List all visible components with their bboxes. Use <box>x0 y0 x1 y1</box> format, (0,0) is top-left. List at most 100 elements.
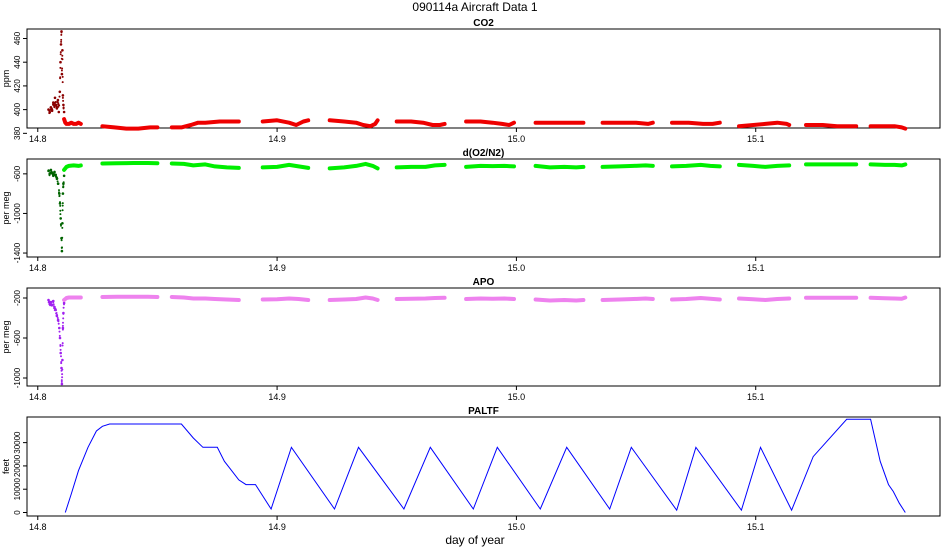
data-point <box>718 298 721 301</box>
data-point <box>72 164 75 167</box>
data-point <box>60 69 63 72</box>
data-point <box>61 324 64 327</box>
series-main <box>169 295 241 302</box>
data-point <box>156 126 159 129</box>
data-point <box>548 299 552 302</box>
series-main <box>464 296 516 301</box>
series-main <box>670 296 722 302</box>
data-point <box>711 122 714 126</box>
y-axis-label: per meg <box>1 191 11 224</box>
data-point <box>62 99 65 102</box>
data-point <box>204 163 207 166</box>
data-point <box>503 164 506 168</box>
data-point <box>776 121 779 124</box>
data-band <box>327 161 380 171</box>
series-main <box>533 297 586 303</box>
y-tick-label: -1000 <box>13 203 22 224</box>
data-point <box>115 295 118 298</box>
data-point <box>582 298 585 302</box>
data-point <box>57 322 60 325</box>
data-point <box>230 120 233 123</box>
data-point <box>835 163 839 166</box>
series-main <box>533 120 586 125</box>
data-band <box>670 296 722 302</box>
data-band <box>464 119 516 127</box>
data-point <box>737 125 741 128</box>
x-tick-label: 14.9 <box>268 134 286 144</box>
data-point <box>342 166 346 169</box>
data-point <box>551 121 554 124</box>
panel-title: APO <box>473 277 495 288</box>
series-main <box>464 163 516 169</box>
data-point <box>180 126 183 129</box>
data-point <box>534 164 537 168</box>
x-tick-label: 14.8 <box>29 134 47 144</box>
data-point <box>58 327 61 329</box>
data-point <box>72 122 75 126</box>
data-point <box>287 121 291 124</box>
series-main <box>600 163 655 169</box>
data-point <box>764 298 767 302</box>
data-point <box>59 53 62 56</box>
data-band <box>260 118 311 127</box>
data-point <box>491 164 494 168</box>
data-point <box>51 108 54 111</box>
data-point <box>855 296 858 299</box>
data-point <box>438 123 441 127</box>
data-band <box>670 162 722 169</box>
data-point <box>51 304 54 307</box>
data-point <box>61 326 65 330</box>
data-point <box>670 121 674 124</box>
x-tick-label: 14.9 <box>268 392 286 402</box>
data-point <box>295 123 298 127</box>
data-point <box>737 163 741 167</box>
data-point <box>54 101 57 104</box>
data-point <box>62 298 66 302</box>
x-tick-label: 15.1 <box>747 134 765 144</box>
data-point <box>56 180 59 183</box>
data-point <box>354 164 358 168</box>
data-point <box>443 296 446 299</box>
data-point <box>376 119 379 122</box>
series-dark <box>47 298 66 386</box>
plot-frame <box>26 158 941 258</box>
data-band <box>600 120 655 126</box>
data-point <box>503 297 506 300</box>
y-tick-label: -1400 <box>13 242 22 263</box>
series-main <box>260 118 311 127</box>
series-main <box>62 295 83 302</box>
series-main <box>394 295 447 301</box>
series-main <box>670 162 722 169</box>
data-point <box>79 296 83 299</box>
data-point <box>307 298 310 302</box>
data-point <box>57 105 60 108</box>
y-tick-label: -1000 <box>13 367 22 388</box>
data-point <box>61 328 64 331</box>
data-point <box>62 110 66 114</box>
data-point <box>62 306 65 309</box>
y-axis-label: ppm <box>1 70 11 88</box>
data-point <box>354 297 358 301</box>
data-point <box>65 122 68 126</box>
data-point <box>764 122 767 126</box>
data-point <box>132 295 135 298</box>
data-point <box>62 103 65 107</box>
data-point <box>685 164 688 168</box>
data-point <box>218 120 221 123</box>
data-point <box>70 121 73 124</box>
y-tick-label: 0 <box>13 510 22 515</box>
data-point <box>63 174 65 177</box>
data-point <box>59 213 62 216</box>
data-point <box>275 119 279 122</box>
series-main <box>737 120 792 129</box>
series-dark <box>47 30 66 115</box>
data-point <box>58 95 61 98</box>
y-tick-label: 440 <box>13 55 22 69</box>
data-point <box>788 297 791 300</box>
data-point <box>59 204 62 207</box>
data-point <box>601 121 604 124</box>
data-point <box>192 164 195 167</box>
data-point <box>328 119 331 122</box>
data-point <box>869 296 872 299</box>
x-tick-label: 15.1 <box>747 392 765 402</box>
